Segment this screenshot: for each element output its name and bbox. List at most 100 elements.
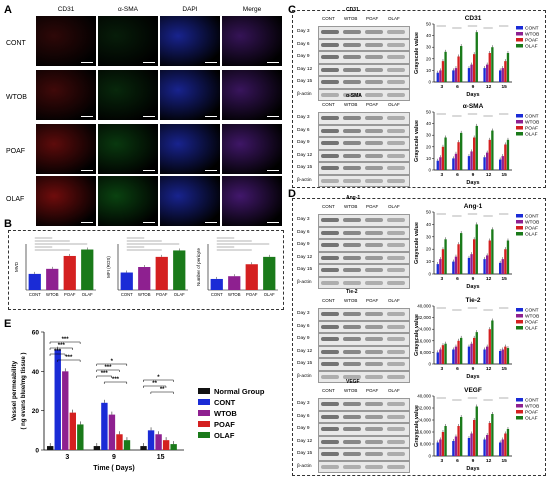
- x-tick-label: 15: [502, 172, 508, 178]
- blot-strip: [318, 239, 410, 252]
- legend-swatch: [516, 126, 523, 130]
- legend-label: POAF: [214, 420, 235, 429]
- y-tick-label: 10: [426, 68, 432, 73]
- x-tick-label: CONT: [121, 292, 133, 297]
- bar-poaf: [488, 53, 491, 82]
- x-tick-label: POAF: [156, 292, 168, 297]
- bar-wtob: [501, 259, 504, 274]
- y-tick-label: 16,000: [417, 338, 431, 343]
- legend-swatch: [516, 326, 523, 330]
- blot-band: [365, 337, 383, 341]
- bar-cont: [467, 438, 471, 456]
- bar-cont: [436, 72, 439, 82]
- blot-band: [321, 414, 339, 419]
- blot-band: [387, 141, 405, 145]
- bar-wtob: [454, 153, 458, 170]
- blot-band: [321, 42, 339, 47]
- y-tick-label: 50: [426, 22, 432, 27]
- col-title-asma: α-SMA: [117, 6, 138, 13]
- bar-olaf: [475, 125, 478, 170]
- bar-cont: [483, 157, 486, 170]
- blot-row-label: Day 3: [297, 217, 310, 222]
- blot-band: [321, 402, 339, 406]
- blot-title: Tie-2: [346, 289, 358, 295]
- chart-asma: α-SMA 0 10 20 30 40 50 Grayscale value Days 3 6 9 12…: [414, 103, 539, 186]
- blot-band: [321, 464, 339, 469]
- blot-band: [321, 55, 339, 59]
- bar-wtob: [470, 254, 473, 274]
- legend-label: WTOB: [525, 32, 539, 38]
- bar-poaf: [116, 434, 123, 450]
- blot-strip: [318, 76, 410, 89]
- y-axis-label-units: ( ng evans blue/mg tissue ): [21, 352, 27, 429]
- bar-wtob: [62, 371, 69, 450]
- x-tick-label: WTOB: [228, 292, 241, 297]
- blot-row-label: Day 15: [297, 451, 313, 456]
- blot-band: [343, 55, 361, 59]
- legend-swatch: [198, 388, 210, 394]
- blot-strip: [318, 162, 410, 175]
- blot-band: [387, 116, 405, 120]
- blot-band: [365, 362, 383, 366]
- legend-label: CONT: [525, 114, 539, 120]
- y-axis-label: Vessel permeability: [11, 360, 18, 421]
- blot-band: [321, 80, 339, 84]
- bar-wtob: [501, 349, 504, 364]
- y-tick-label: 8,000: [420, 442, 432, 447]
- bar-wtob: [486, 152, 489, 170]
- blot-strip: [318, 410, 410, 423]
- blot-band: [321, 230, 339, 235]
- y-tick-label: 10: [426, 259, 432, 264]
- bar-cont: [483, 259, 486, 274]
- legend-label: POAF: [525, 38, 538, 44]
- bar-cont: [467, 257, 471, 274]
- blot-row-label: Day 6: [297, 127, 310, 133]
- bar-olaf: [460, 132, 463, 170]
- blot-strip: [318, 88, 410, 101]
- legend-swatch: [516, 308, 523, 312]
- blot-band: [343, 439, 361, 444]
- sig-label: *: [157, 375, 160, 381]
- blot-band: [321, 337, 339, 341]
- blot-col-label: CONT: [322, 204, 335, 209]
- micrograph-olaf-0: [36, 176, 96, 226]
- blot-strip: [318, 51, 410, 64]
- x-axis-label: Days: [466, 374, 479, 380]
- micrograph-cont-3: [222, 16, 282, 66]
- legend-label: WTOB: [525, 314, 539, 320]
- blot-col-label: OLAF: [388, 388, 400, 393]
- blot-row-label: Day 12: [297, 348, 313, 354]
- scale-bar: [81, 116, 93, 117]
- chart-cd31: CD31 0 10 20 30 40 50 Grayscale value Days 3 6 9 12 1…: [414, 15, 539, 98]
- legend-label: CONT: [525, 214, 539, 220]
- blot-strip: [318, 398, 410, 411]
- bar-olaf: [506, 53, 510, 82]
- bar-olaf: [444, 343, 447, 364]
- blot-band: [387, 402, 405, 406]
- bar-poaf: [473, 137, 476, 170]
- bar-wtob: [46, 268, 59, 290]
- bar-olaf: [460, 46, 463, 82]
- x-tick-label: WTOB: [138, 292, 151, 297]
- legend-swatch: [516, 410, 523, 414]
- scale-bar: [267, 222, 279, 223]
- blot-col-label: POAF: [366, 16, 379, 21]
- y-axis-label: Grayscale value: [414, 120, 420, 162]
- blot-cd31: CONT WTOB POAF OLAF Day 3 Day 6 Day 9 Day 12 Day…: [296, 7, 410, 101]
- blot-col-label: POAF: [366, 102, 379, 107]
- scale-bar: [81, 170, 93, 171]
- blot-band: [343, 280, 361, 285]
- sig-label: **: [160, 387, 165, 393]
- x-tick-label: OLAF: [174, 292, 185, 297]
- blot-band: [365, 141, 383, 145]
- blot-strip: [318, 423, 410, 436]
- x-tick-label: 6: [456, 84, 459, 90]
- blot-band: [321, 374, 339, 379]
- panel-c-frame: [292, 10, 546, 188]
- micrograph-cont-1: [98, 16, 158, 66]
- blot-band: [387, 67, 405, 72]
- blot-band: [387, 280, 405, 285]
- blot-band: [321, 362, 339, 366]
- legend-label: WTOB: [525, 220, 539, 226]
- bar-poaf: [441, 61, 445, 82]
